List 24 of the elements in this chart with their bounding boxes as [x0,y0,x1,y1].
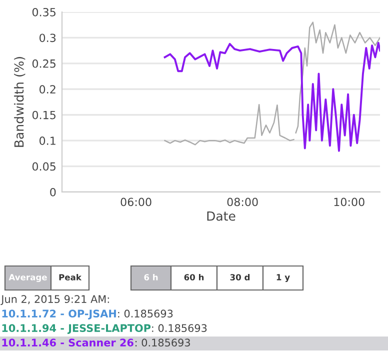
text: 10.1.1.72 - OP-JSAH: 0.185693 [2,310,173,320]
text: Jun 2, 2015 9:21 AM: [0,295,109,305]
y-tick-label: 0.1 [40,136,56,145]
text: 10.1.1.94 - JESSE-LAPTOP: 0.185693 [2,324,207,334]
y-tick-label: 0.25 [32,59,56,68]
y-tick-label: 0.05 [32,162,56,171]
text: 10.1.1.46 - Scanner 26: 0.185693 [2,338,190,347]
y-tick-label: 0.15 [32,110,56,120]
y-axis-title: Bandwidth (%) [14,57,26,147]
y-tick-label: 0 [50,188,56,196]
y-tick-label: 0.3 [40,34,56,42]
x-axis-title: Date [207,211,236,221]
text: Peak [59,274,82,280]
text: Average [8,274,47,282]
y-tick-label: 0.35 [32,8,56,16]
line-series [164,42,380,152]
text: 60 h [184,274,204,280]
text: 6 h [144,274,158,280]
x-tick-label: 08:00 [227,198,258,206]
x-tick-label: 06:00 [120,198,152,206]
x-tick-label: 10:00 [334,198,364,206]
y-tick-label: 0.2 [40,85,56,94]
text: 1 y [276,274,290,282]
text: 30 d [230,274,250,280]
